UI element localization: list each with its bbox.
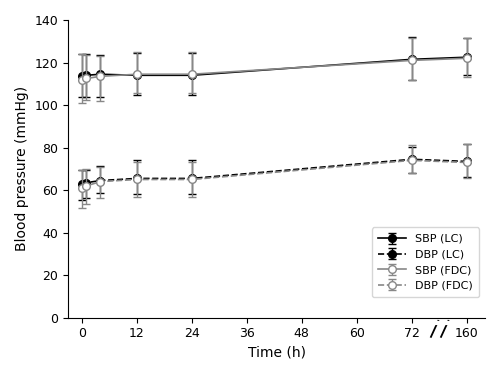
Y-axis label: Blood pressure (mmHg): Blood pressure (mmHg) bbox=[15, 86, 29, 251]
X-axis label: Time (h): Time (h) bbox=[248, 346, 306, 360]
Legend: SBP (LC), DBP (LC), SBP (FDC), DBP (FDC): SBP (LC), DBP (LC), SBP (FDC), DBP (FDC) bbox=[372, 227, 480, 297]
